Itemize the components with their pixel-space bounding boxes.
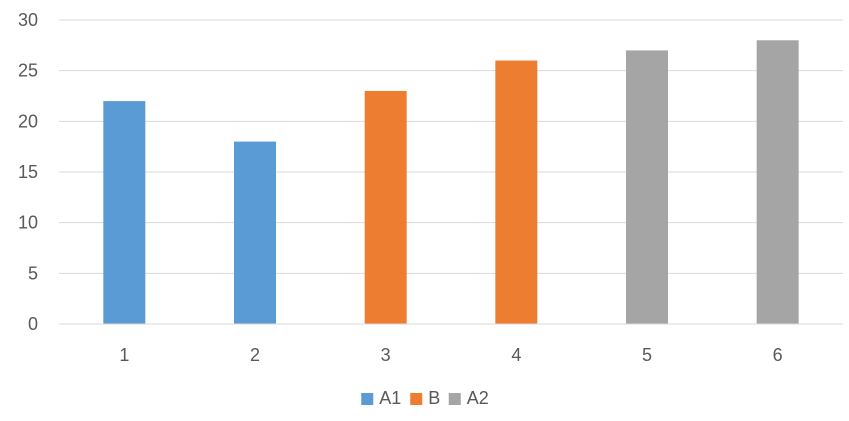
x-tick-label-5: 5 <box>642 345 652 365</box>
bars <box>103 40 799 325</box>
x-tick-label-4: 4 <box>511 345 521 365</box>
y-tick-label-5: 5 <box>28 263 38 283</box>
legend-swatch-A2 <box>448 393 461 405</box>
y-tick-label-0: 0 <box>28 314 38 334</box>
legend: A1 B A2 <box>361 388 489 408</box>
y-tick-label-20: 20 <box>18 111 38 131</box>
legend-swatch-A1 <box>361 393 374 405</box>
x-tick-label-1: 1 <box>119 345 129 365</box>
y-tick-label-30: 30 <box>18 10 38 30</box>
legend-label-B: B <box>428 388 440 408</box>
bar-A1-2 <box>234 141 276 324</box>
legend-label-A2: A2 <box>467 388 489 408</box>
y-tick-label-15: 15 <box>18 162 38 182</box>
legend-label-A1: A1 <box>379 388 401 408</box>
bar-A2-5 <box>626 50 668 325</box>
legend-swatch-B <box>410 393 423 405</box>
gridlines <box>59 19 843 274</box>
y-tick-label-10: 10 <box>18 213 38 233</box>
bar-A1-1 <box>103 101 146 324</box>
bar-A2-6 <box>756 40 799 325</box>
bar-B-4 <box>495 60 538 325</box>
x-tick-label-6: 6 <box>773 345 783 365</box>
y-tick-label-25: 25 <box>18 61 38 81</box>
x-tick-label-3: 3 <box>381 345 391 365</box>
x-tick-label-2: 2 <box>250 345 260 365</box>
axes: 0 5 10 15 20 25 30 1 2 3 4 5 6 <box>18 10 843 365</box>
bar-B-3 <box>364 90 407 324</box>
